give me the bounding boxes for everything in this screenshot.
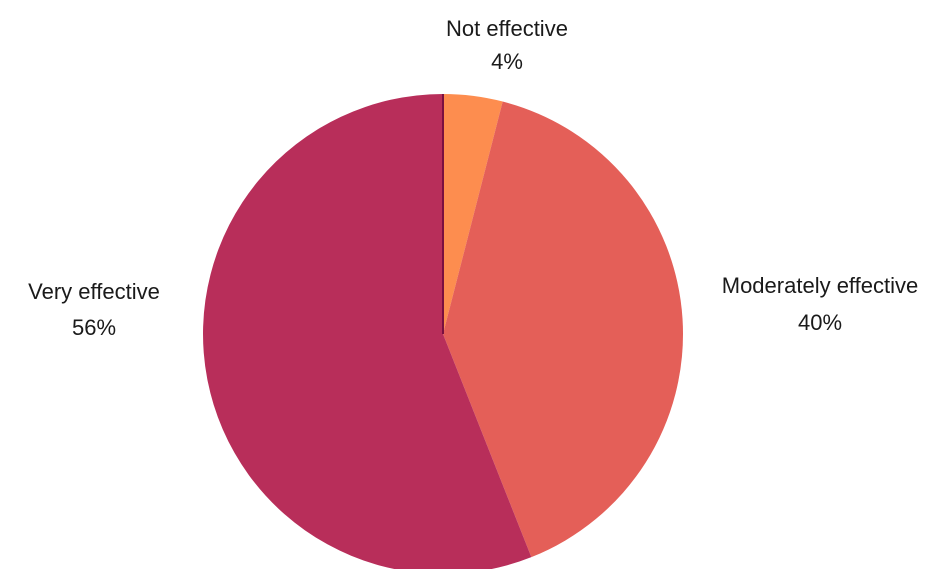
pie-slice-moderately-effective bbox=[443, 101, 684, 558]
slice-value-moderately-effective: 40% bbox=[798, 310, 842, 335]
slice-value-very-effective: 56% bbox=[72, 315, 116, 340]
slice-label-not-effective: Not effective bbox=[446, 16, 568, 41]
slice-value-not-effective: 4% bbox=[491, 49, 523, 74]
pie-slice-not-effective bbox=[443, 94, 503, 334]
slice-label-moderately-effective: Moderately effective bbox=[722, 273, 918, 298]
pie-slice-very-effective bbox=[203, 94, 532, 569]
pie-slices bbox=[203, 94, 684, 569]
slice-label-very-effective: Very effective bbox=[28, 279, 160, 304]
